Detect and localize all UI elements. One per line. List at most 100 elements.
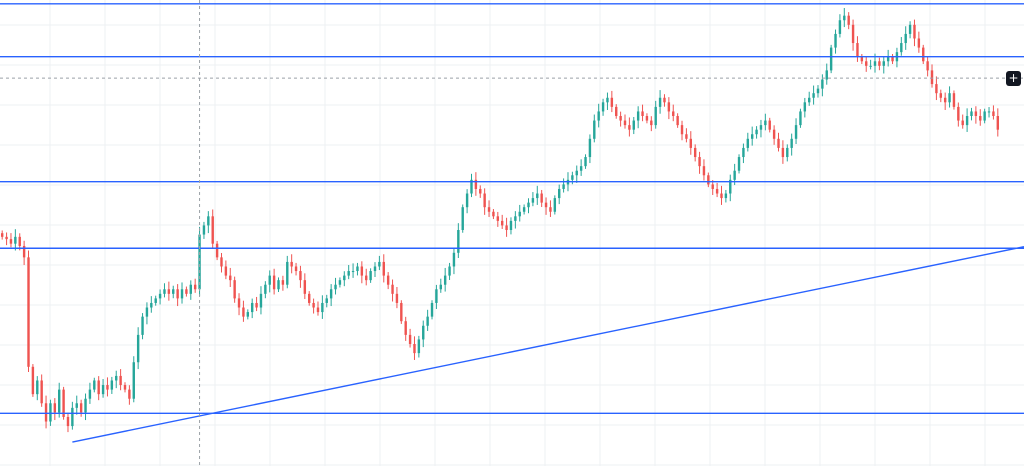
candle-body <box>316 307 320 313</box>
candle-body <box>619 116 622 121</box>
candle-body <box>430 302 434 317</box>
candle-body <box>470 179 473 194</box>
add-plus-icon[interactable]: + <box>1006 71 1021 87</box>
candle-body <box>742 147 745 158</box>
candle-body <box>540 193 543 203</box>
candle-body <box>715 188 719 194</box>
candle-body <box>246 312 250 317</box>
candle-body <box>211 216 214 244</box>
candle-body <box>101 385 105 395</box>
candle-body <box>71 407 74 427</box>
candle-body <box>40 380 43 404</box>
candle-body <box>777 138 780 148</box>
candle-body <box>917 38 921 48</box>
candle-body <box>553 198 557 212</box>
candle-body <box>202 225 206 235</box>
candle-body <box>369 271 372 281</box>
candle-body <box>0 233 4 237</box>
candle-body <box>443 275 447 285</box>
candle-body <box>588 138 592 158</box>
candle-body <box>294 266 298 272</box>
candle-body <box>645 116 649 121</box>
candle-body <box>378 261 381 267</box>
candle-body <box>286 261 289 285</box>
candle-body <box>886 56 890 62</box>
candle-body <box>18 236 21 246</box>
candle-body <box>733 170 736 180</box>
candle-body <box>220 257 223 267</box>
candle-body <box>97 380 100 395</box>
candle-body <box>119 375 122 386</box>
candle-body <box>628 125 631 130</box>
candle-body <box>737 157 741 171</box>
candle-body <box>75 403 78 408</box>
candle-body <box>106 385 109 390</box>
candle-body <box>150 302 153 308</box>
candle-body <box>711 184 714 189</box>
candle-body <box>500 220 504 226</box>
candle-body <box>667 102 671 112</box>
candle-body <box>869 65 872 67</box>
candle-body <box>198 234 201 290</box>
candle-body <box>847 15 850 25</box>
candle-body <box>834 33 837 48</box>
candle-body <box>158 293 162 299</box>
candle-body <box>939 93 942 98</box>
candle-body <box>22 245 26 258</box>
candle-body <box>518 211 521 217</box>
candle-body <box>49 403 52 422</box>
candle-body <box>816 88 820 94</box>
candle-body <box>584 157 587 167</box>
candle-body <box>935 84 938 94</box>
candle-body <box>948 93 951 103</box>
candle-body <box>312 302 315 308</box>
candlestick-series <box>0 8 1000 433</box>
candle-body <box>483 193 486 208</box>
candle-body <box>145 307 149 317</box>
candle-body <box>365 275 368 281</box>
candle-body <box>729 179 732 194</box>
candle-body <box>536 193 539 199</box>
candle-body <box>571 175 574 180</box>
candle-body <box>404 321 407 335</box>
candle-body <box>658 97 662 107</box>
candle-body <box>759 125 763 130</box>
horizontal-lines <box>0 3 1024 415</box>
candle-body <box>979 116 982 121</box>
candle-body <box>983 111 986 121</box>
candle-body <box>632 120 635 130</box>
candle-body <box>163 289 166 294</box>
candle-body <box>900 43 903 53</box>
candle-body <box>509 220 513 230</box>
candle-body <box>439 284 442 290</box>
candle-body <box>250 302 254 313</box>
candle-body <box>487 207 491 212</box>
candle-body <box>601 102 605 112</box>
candle-body <box>505 225 508 230</box>
candle-body <box>615 106 618 116</box>
candle-body <box>281 280 285 285</box>
candle-body <box>970 111 973 116</box>
candle-body <box>685 134 688 139</box>
candle-body <box>79 403 83 413</box>
candle-body <box>878 61 881 66</box>
candle-body <box>207 216 210 226</box>
candle-body <box>943 97 947 103</box>
candle-body <box>974 111 978 116</box>
candle-body <box>452 252 456 267</box>
candle-body <box>110 380 114 390</box>
candle-body <box>838 20 842 34</box>
candle-body <box>610 97 614 107</box>
candle-body <box>786 147 789 158</box>
candle-body <box>268 275 271 285</box>
candle-body <box>676 116 679 126</box>
candle-body <box>680 125 684 135</box>
candle-body <box>865 61 868 66</box>
candle-body <box>790 138 793 148</box>
candle-body <box>996 116 1000 130</box>
candle-body <box>755 129 758 135</box>
candle-body <box>474 179 478 189</box>
candle-body <box>606 97 609 103</box>
